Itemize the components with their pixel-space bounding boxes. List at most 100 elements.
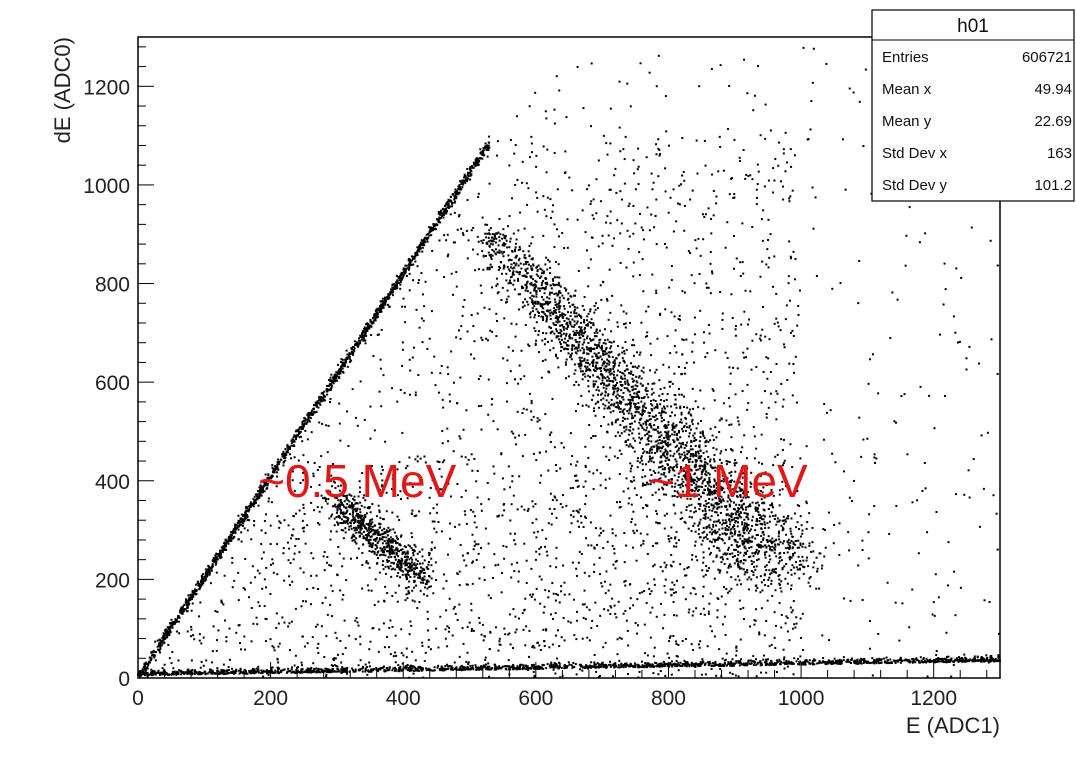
scatter-point (619, 371, 622, 374)
scatter-point (749, 290, 752, 293)
scatter-point (539, 427, 542, 430)
scatter-point (738, 579, 741, 582)
scatter-point (639, 532, 642, 535)
scatter-point (490, 403, 493, 406)
scatter-point (222, 545, 225, 548)
scatter-point (867, 382, 870, 385)
scatter-point (610, 345, 613, 348)
scatter-point (575, 464, 578, 467)
scatter-point (782, 343, 785, 346)
scatter-point (778, 556, 781, 559)
scatter-point (265, 618, 268, 621)
scatter-point (536, 530, 539, 533)
scatter-point (445, 203, 448, 206)
scatter-point (743, 538, 746, 541)
scatter-point (704, 213, 707, 216)
scatter-point (689, 413, 692, 416)
scatter-point (484, 146, 487, 149)
scatter-point (911, 588, 914, 591)
scatter-point (746, 467, 749, 470)
scatter-point (461, 314, 464, 317)
scatter-point (325, 635, 328, 638)
scatter-point (517, 259, 520, 262)
scatter-point (599, 200, 602, 203)
scatter-point (715, 511, 718, 514)
scatter-point (259, 491, 262, 494)
scatter-point (430, 234, 433, 237)
scatter-point (534, 342, 537, 345)
scatter-point (697, 532, 700, 535)
scatter-point (288, 445, 291, 448)
scatter-point (301, 527, 304, 530)
scatter-point (501, 244, 504, 247)
scatter-point (541, 296, 544, 299)
scatter-point (433, 355, 436, 358)
scatter-point (703, 613, 706, 616)
scatter-point (677, 643, 680, 646)
scatter-point (500, 591, 503, 594)
scatter-point (555, 593, 558, 596)
scatter-point (760, 218, 763, 221)
scatter-point (627, 502, 630, 505)
scatter-point (331, 380, 334, 383)
scatter-point (581, 669, 584, 672)
scatter-point (763, 578, 766, 581)
scatter-point (404, 321, 407, 324)
scatter-point (283, 456, 286, 459)
scatter-point (745, 173, 748, 176)
scatter-point (458, 329, 461, 332)
scatter-point (462, 305, 465, 308)
scatter-point (256, 498, 259, 501)
scatter-point (430, 564, 433, 567)
scatter-point (693, 316, 696, 319)
scatter-point (767, 357, 770, 360)
scatter-point (730, 177, 733, 180)
scatter-point (587, 285, 590, 288)
scatter-point (390, 575, 393, 578)
scatter-point (473, 340, 476, 343)
scatter-point (801, 555, 804, 558)
scatter-point (291, 438, 294, 441)
scatter-point (438, 468, 441, 471)
scatter-point (589, 521, 592, 524)
scatter-point (677, 492, 680, 495)
scatter-point (495, 154, 498, 157)
scatter-point (187, 599, 190, 602)
scatter-point (273, 465, 276, 468)
scatter-point (440, 215, 443, 218)
scatter-point (563, 581, 566, 584)
scatter-point (251, 503, 254, 506)
scatter-point (439, 372, 442, 375)
scatter-point (439, 615, 442, 618)
scatter-point (550, 523, 553, 526)
scatter-point (656, 449, 659, 452)
scatter-point (691, 489, 694, 492)
scatter-point (531, 521, 534, 524)
scatter-point (588, 470, 591, 473)
scatter-point (597, 245, 600, 248)
scatter-point (435, 511, 438, 514)
scatter-point (739, 275, 742, 278)
scatter-point (240, 531, 243, 534)
scatter-point (546, 196, 549, 199)
scatter-point (539, 649, 542, 652)
scatter-point (790, 556, 793, 559)
scatter-point (462, 642, 465, 645)
scatter-point (419, 457, 422, 460)
scatter-point (285, 453, 288, 456)
scatter-point (300, 426, 303, 429)
scatter-point (544, 338, 547, 341)
scatter-point (755, 333, 758, 336)
scatter-point (987, 661, 990, 664)
scatter-point (586, 188, 589, 191)
scatter-point (690, 420, 693, 423)
scatter-point (220, 552, 223, 555)
scatter-point (292, 528, 295, 531)
scatter-point (324, 395, 327, 398)
scatter-point (656, 542, 659, 545)
scatter-point (440, 364, 443, 367)
scatter-point (577, 383, 580, 386)
scatter-point (664, 95, 667, 98)
scatter-point (320, 494, 323, 497)
scatter-point (683, 204, 686, 207)
